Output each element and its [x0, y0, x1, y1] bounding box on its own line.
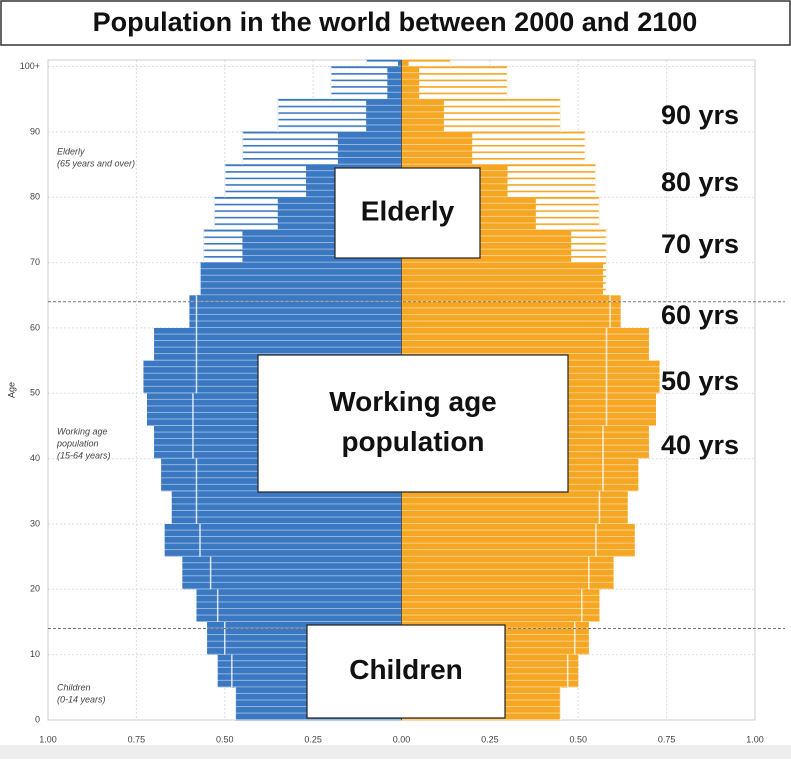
bar: [397, 60, 402, 67]
x-tick-label: 0.50: [569, 734, 587, 744]
x-tick-label: 0.50: [216, 734, 234, 744]
bar: [401, 523, 635, 557]
y-tick-label: 30: [30, 518, 40, 528]
age-label: 50 yrs: [661, 366, 739, 396]
group-box: [257, 354, 569, 493]
bar: [401, 131, 473, 165]
group-label: population: [341, 426, 484, 457]
bar: [337, 131, 402, 165]
group-box: [306, 624, 506, 719]
group-note: (15-64 years): [57, 450, 111, 460]
bar: [401, 295, 621, 328]
bar: [401, 556, 614, 590]
bar: [401, 66, 420, 100]
y-tick-label: 0: [35, 714, 40, 724]
y-axis-label: Age: [6, 382, 16, 398]
bar: [164, 523, 402, 557]
y-tick-label: 10: [30, 649, 40, 659]
y-tick-label: 40: [30, 453, 40, 463]
overlay: 1.00 0.75 0.50 0.25 0.00 0.25 0.50 0.75 1.00 0 10 2…: [20, 61, 785, 744]
y-tick-label: 100+: [20, 61, 40, 71]
age-label: 80 yrs: [661, 167, 739, 197]
age-label: 60 yrs: [661, 300, 739, 330]
group-box: [334, 167, 481, 259]
x-tick-label: 0.75: [128, 734, 146, 744]
bar: [401, 589, 600, 622]
group-note: (65 years and over): [57, 158, 135, 168]
x-tick-label: 0.75: [658, 734, 676, 744]
group-note: population: [56, 438, 99, 448]
outline-bar: [401, 59, 452, 67]
group-label: Working age: [329, 386, 497, 417]
bar: [200, 262, 402, 296]
x-tick-label: 0.25: [481, 734, 499, 744]
bar: [196, 589, 402, 622]
bar: [189, 295, 402, 328]
group-note: Working age: [57, 426, 108, 436]
y-tick-label: 50: [30, 388, 40, 398]
bar: [182, 556, 402, 590]
group-note: Children: [57, 682, 91, 692]
group-label: Elderly: [361, 195, 455, 226]
age-label: 90 yrs: [661, 100, 739, 130]
chart-title: Population in the world between 2000 and…: [93, 7, 698, 37]
bar: [401, 99, 444, 132]
bar: [401, 491, 628, 524]
x-tick-label: 0.25: [304, 734, 322, 744]
y-tick-label: 20: [30, 584, 40, 594]
y-tick-label: 90: [30, 126, 40, 136]
x-tick-label: 1.00: [39, 734, 57, 744]
group-label: Children: [349, 654, 463, 685]
group-note: Elderly: [57, 146, 85, 156]
x-tick-label: 1.00: [746, 734, 764, 744]
x-tick-label: 0.00: [393, 734, 411, 744]
group-note: (0-14 years): [57, 694, 106, 704]
y-tick-label: 60: [30, 322, 40, 332]
bar: [366, 99, 402, 132]
bar: [387, 66, 402, 100]
age-label: 40 yrs: [661, 430, 739, 460]
bar: [401, 60, 409, 67]
title-box: [0, 0, 791, 46]
y-tick-label: 80: [30, 192, 40, 202]
bar: [401, 262, 603, 296]
y-tick-label: 70: [30, 257, 40, 267]
age-label: 70 yrs: [661, 229, 739, 259]
outline-bar: [365, 59, 402, 67]
bar: [171, 491, 402, 524]
bottom-strip: [0, 745, 791, 759]
